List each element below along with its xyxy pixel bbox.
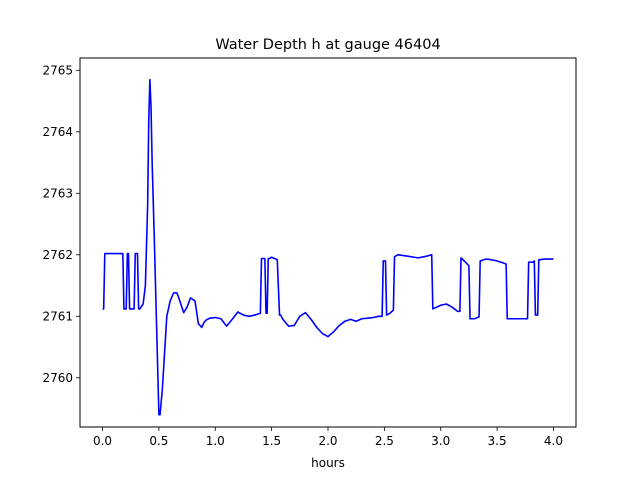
y-tick-label: 2764: [42, 125, 73, 139]
x-axis-label: hours: [311, 456, 345, 470]
x-axis: 0.0 0.5 1.0 1.5 2.0 2.5 3.0 3.5 4.0: [93, 427, 563, 448]
x-tick-label: 2.0: [318, 434, 337, 448]
x-tick-label: 4.0: [544, 434, 563, 448]
x-tick-label: 3.0: [431, 434, 450, 448]
series-line-0: [102, 78, 554, 416]
x-tick-label: 0.0: [93, 434, 112, 448]
x-tick-label: 3.5: [488, 434, 507, 448]
plot-frame: [79, 57, 577, 428]
y-tick-label: 2763: [42, 186, 73, 200]
y-tick-label: 2761: [42, 309, 73, 323]
x-tick-label: 1.0: [206, 434, 225, 448]
y-tick-label: 2762: [42, 248, 73, 262]
y-tick-label: 2765: [42, 63, 73, 77]
chart-title: Water Depth h at gauge 46404: [215, 37, 440, 53]
x-tick-label: 0.5: [149, 434, 168, 448]
y-axis: 2760 2761 2762 2763 2764 2765: [42, 63, 80, 385]
y-tick-label: 2760: [42, 371, 73, 385]
x-tick-label: 1.5: [262, 434, 281, 448]
x-tick-label: 2.5: [375, 434, 394, 448]
plot-area: [102, 78, 554, 416]
